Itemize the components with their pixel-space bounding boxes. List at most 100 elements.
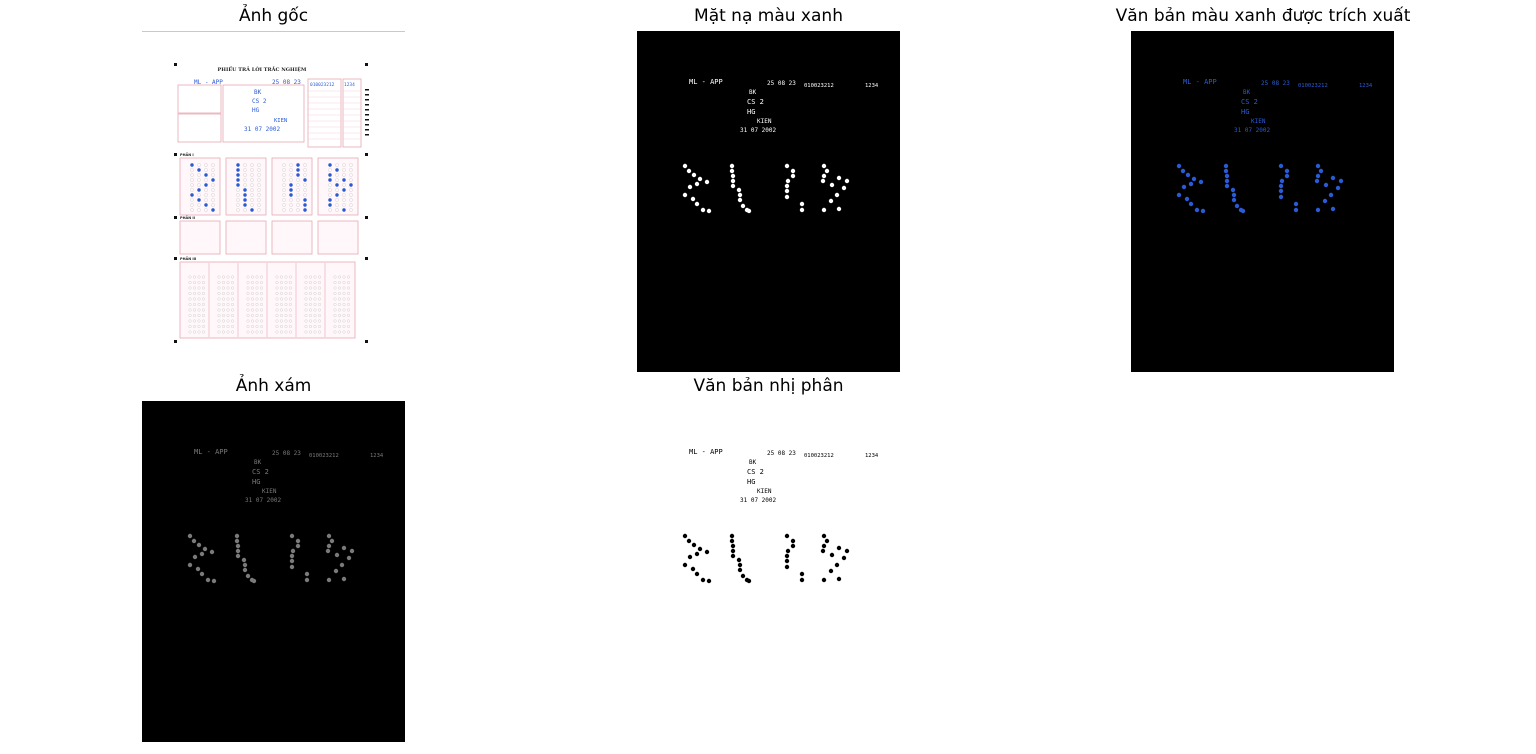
filled-bubble: [335, 193, 339, 197]
bubble: [236, 193, 240, 197]
bubble: [349, 168, 353, 172]
bubble: [346, 286, 350, 290]
bubble: [284, 325, 288, 329]
bubble: [313, 314, 317, 318]
filled-bubble: [303, 198, 307, 202]
blue-mask-dot: [736, 187, 742, 193]
bubble: [304, 292, 308, 296]
bubble: [197, 163, 201, 167]
blue-text-text-id_number: 010023212: [1298, 83, 1328, 89]
blue-text-dot: [1318, 168, 1324, 174]
grayscale-dot: [195, 566, 201, 572]
bubble: [346, 297, 350, 301]
filled-bubble: [204, 173, 208, 177]
grayscale-dot: [234, 533, 240, 539]
bubble: [317, 303, 321, 307]
blue-mask-text-field_4: KIEN: [757, 118, 772, 125]
bubble: [346, 280, 350, 284]
bubble: [257, 198, 261, 202]
orig-field-2: CS 2: [252, 98, 267, 105]
bubble: [197, 292, 201, 296]
bubble: [246, 303, 250, 307]
binary-dot: [844, 548, 850, 554]
bubble: [313, 297, 317, 301]
title-divider: [142, 31, 405, 32]
bubble: [197, 325, 201, 329]
bubble: [188, 280, 192, 284]
grayscale-text-date_short: 25 08 23: [272, 450, 301, 457]
blue-mask-dot: [730, 178, 736, 184]
binary-dot: [690, 566, 696, 572]
bubble: [296, 203, 300, 207]
bubble: [257, 188, 261, 192]
binary-text-dob: 31 07 2002: [740, 497, 777, 504]
bubble: [259, 330, 263, 334]
bubble: [190, 208, 194, 212]
filled-bubble: [335, 183, 339, 187]
bubble: [275, 297, 279, 301]
grayscale-dot: [199, 551, 205, 557]
binary-dot: [790, 538, 796, 544]
bubble: [259, 297, 263, 301]
orig-code: 1234: [344, 82, 355, 88]
bubble: [250, 203, 254, 207]
bubble: [197, 297, 201, 301]
blue-mask-dot: [704, 179, 710, 185]
binary-dot: [834, 562, 840, 568]
bubble: [284, 303, 288, 307]
bubble: [342, 173, 346, 177]
bubble: [217, 325, 221, 329]
bubble: [197, 303, 201, 307]
bubble: [308, 325, 312, 329]
bubble: [333, 286, 337, 290]
blue-text-text-code: 1234: [1359, 83, 1373, 89]
bubble: [193, 286, 197, 290]
bubble: [275, 286, 279, 290]
bubble: [275, 330, 279, 334]
blue-text-dot: [1231, 197, 1237, 203]
bubble: [188, 325, 192, 329]
blue-text-dot: [1278, 163, 1284, 169]
bubble: [257, 193, 261, 197]
bubble: [221, 297, 225, 301]
bubble: [308, 319, 312, 323]
blue-text-dot: [1330, 175, 1336, 181]
bubble: [211, 173, 215, 177]
blue-text-dot: [1176, 163, 1182, 169]
blue-text-dot: [1278, 194, 1284, 200]
blue-mask-dot: [730, 173, 736, 179]
bubble: [304, 286, 308, 290]
blue-mask-dot: [841, 185, 847, 191]
bubble: [255, 297, 259, 301]
bubble: [275, 319, 279, 323]
bubble: [188, 330, 192, 334]
blue-mask-dot: [687, 184, 693, 190]
blue-mask-dot: [821, 207, 827, 213]
binary-text-field_3: HG: [747, 478, 755, 486]
bubble: [217, 292, 221, 296]
blue-mask-dot: [821, 173, 827, 179]
bubble: [335, 163, 339, 167]
bubble: [246, 325, 250, 329]
bubble: [230, 292, 234, 296]
bubble: [296, 198, 300, 202]
bubble: [328, 208, 332, 212]
bubble: [255, 303, 259, 307]
grayscale-svg: ML - APP 25 08 23 010023212 1234 BK CS 2 HGKIE…: [187, 448, 384, 584]
bubble: [217, 286, 221, 290]
bubble: [217, 275, 221, 279]
grayscale-dot: [234, 538, 240, 544]
blue-mask-dot: [821, 163, 827, 169]
filled-bubble: [342, 178, 346, 182]
bubble: [346, 325, 350, 329]
bubble: [342, 168, 346, 172]
bubble: [259, 314, 263, 318]
bubble: [328, 188, 332, 192]
binary-text-field_1: BK: [749, 459, 757, 466]
bubble: [243, 183, 247, 187]
bubble: [349, 193, 353, 197]
bubble: [217, 297, 221, 301]
bubble: [197, 319, 201, 323]
bubble: [313, 330, 317, 334]
blue-mask-dot: [799, 201, 805, 207]
